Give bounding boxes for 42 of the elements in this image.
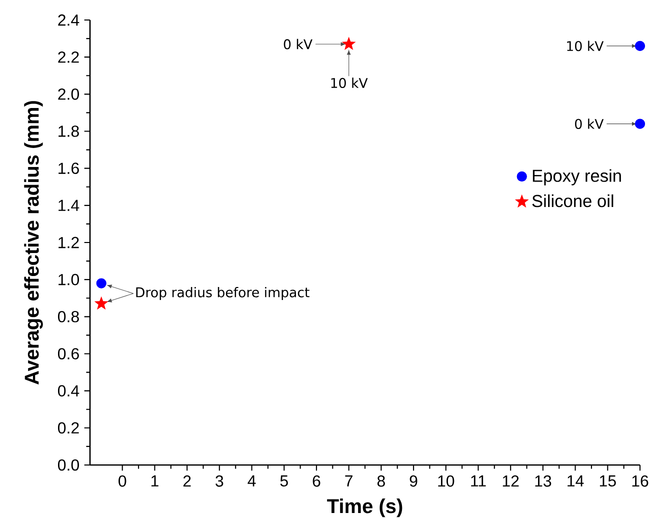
annotation: Drop radius before impact [136, 287, 310, 300]
y-tick-label: 0.4 [58, 385, 80, 396]
x-tick-label: 9 [410, 475, 418, 487]
x-tick-label: 8 [377, 475, 385, 487]
x-tick-label: 12 [502, 475, 519, 487]
legend-label: Epoxy resin [532, 169, 621, 186]
x-tick-label: 15 [600, 475, 616, 487]
annotation: 10 kV [331, 78, 368, 88]
y-tick-label: 1.8 [58, 126, 79, 137]
x-tick-label: 13 [535, 475, 552, 487]
x-tick-label: 10 [438, 475, 454, 487]
x-tick-label: 14 [568, 475, 584, 486]
y-tick-label: 0.0 [58, 459, 79, 471]
point [342, 36, 356, 50]
y-tick-label: 0.6 [58, 348, 79, 360]
x-axis-title: Time (s) [327, 498, 402, 518]
y-axis-title: Average effective radius (mm) [24, 101, 43, 384]
x-tick-label: 11 [471, 475, 486, 486]
x-tick-label: 4 [248, 475, 256, 486]
x-tick-label: 3 [216, 475, 224, 487]
x-tick-label: 1 [151, 475, 158, 486]
y-tick-label: 1.0 [58, 274, 79, 286]
x-tick-label: 6 [312, 475, 320, 487]
x-tick-label: 7 [345, 475, 352, 486]
legend-label: Silicone oil [532, 194, 614, 208]
annotation: 0 kV [575, 118, 604, 129]
y-tick-label: 2.2 [58, 51, 79, 63]
y-tick-label: 2.0 [58, 88, 79, 100]
x-tick-label: 5 [280, 475, 288, 487]
annotation: 10 kV [567, 40, 604, 52]
x-tick-label: 0 [118, 475, 126, 487]
x-tick-label: 16 [632, 475, 648, 487]
y-tick-label: 0.8 [58, 311, 79, 322]
y-tick-label: 1.2 [58, 236, 79, 248]
y-tick-label: 1.6 [58, 162, 79, 174]
point [96, 278, 106, 288]
y-tick-label: 0.2 [58, 422, 79, 434]
annotation: 0 kV [284, 38, 312, 50]
x-tick-label: 2 [183, 475, 191, 487]
y-tick-label: 2.4 [58, 14, 80, 26]
y-tick-label: 1.4 [58, 200, 80, 211]
point [94, 296, 108, 310]
